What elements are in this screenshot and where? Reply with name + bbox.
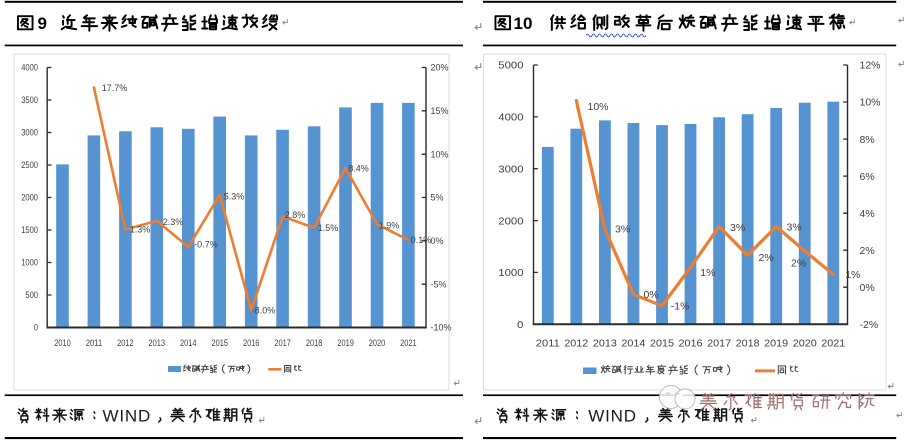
svg-text:-8.0%: -8.0% [252,305,276,315]
svg-text:2.3%: 2.3% [163,217,184,227]
svg-text:3500: 3500 [21,95,38,105]
svg-text:0: 0 [34,323,38,333]
svg-text:2011: 2011 [86,338,103,348]
svg-text:0: 0 [517,319,523,331]
svg-text:2020: 2020 [793,338,817,350]
svg-text:-0.7%: -0.7% [194,240,218,250]
svg-text:2000: 2000 [498,215,523,227]
svg-text:2%: 2% [791,258,806,270]
svg-text:2018: 2018 [736,338,760,350]
svg-text:10: 10 [514,14,533,33]
svg-text:12%: 12% [860,60,881,72]
svg-text:2013: 2013 [593,338,617,350]
svg-text:10%: 10% [431,149,449,159]
svg-text:2000: 2000 [21,193,38,203]
svg-text:5000: 5000 [498,60,523,72]
svg-text:WIND: WIND [103,406,152,425]
svg-text:2012: 2012 [564,338,588,350]
svg-text:1%: 1% [845,269,860,281]
svg-text:20%: 20% [431,63,449,73]
svg-text:1.5%: 1.5% [318,223,339,233]
svg-text:17.7%: 17.7% [102,83,128,93]
svg-text:2017: 2017 [274,338,291,348]
svg-text:500: 500 [25,290,38,300]
svg-text:2021: 2021 [400,338,417,348]
svg-text:0%: 0% [431,236,444,246]
svg-text:2%: 2% [759,252,774,264]
svg-text:2012: 2012 [117,338,134,348]
svg-text:-10%: -10% [431,323,452,333]
svg-text:0.1%: 0.1% [411,235,432,245]
svg-text:4%: 4% [860,208,875,220]
svg-text:3000: 3000 [498,163,523,175]
svg-text:2015: 2015 [650,338,674,350]
svg-text:1%: 1% [700,267,715,279]
svg-text:5.3%: 5.3% [224,191,245,201]
svg-text:2015: 2015 [212,338,229,348]
svg-text:-5%: -5% [431,279,447,289]
svg-text:2017: 2017 [707,338,731,350]
svg-text:5%: 5% [431,193,444,203]
svg-text:1.3%: 1.3% [130,224,151,234]
svg-text:10%: 10% [588,101,609,113]
svg-text:3000: 3000 [21,128,38,138]
svg-text:15%: 15% [431,106,449,116]
svg-text:8.4%: 8.4% [348,163,369,173]
svg-text:4000: 4000 [498,112,523,124]
svg-text:2%: 2% [860,245,875,257]
svg-text:4000: 4000 [21,63,38,73]
svg-text:1.9%: 1.9% [379,221,400,231]
svg-text:2.8%: 2.8% [285,210,306,220]
svg-text:2010: 2010 [54,338,71,348]
svg-text:3%: 3% [615,224,630,236]
svg-text:2019: 2019 [764,338,788,350]
svg-text:1000: 1000 [498,267,523,279]
svg-text:2011: 2011 [536,338,560,350]
svg-text:2019: 2019 [337,338,354,348]
svg-text:0%: 0% [860,282,875,294]
svg-text:2014: 2014 [180,338,197,348]
svg-text:8%: 8% [860,134,875,146]
svg-text:3%: 3% [730,222,745,234]
svg-text:2021: 2021 [821,338,845,350]
svg-text:2500: 2500 [21,160,38,170]
svg-text:1000: 1000 [21,258,38,268]
svg-text:2020: 2020 [369,338,386,348]
svg-text:-1%: -1% [671,300,690,312]
svg-text:1500: 1500 [21,225,38,235]
svg-text:2018: 2018 [306,338,323,348]
svg-text:6%: 6% [860,171,875,183]
svg-text:3%: 3% [787,221,802,233]
svg-text:2016: 2016 [243,338,260,348]
svg-text:2016: 2016 [679,338,703,350]
svg-text:10%: 10% [860,97,881,109]
svg-text:-2%: -2% [860,319,879,331]
svg-text:2013: 2013 [149,338,166,348]
svg-text:9: 9 [38,14,47,33]
svg-text:2014: 2014 [621,338,645,350]
svg-text:0%: 0% [644,289,659,301]
svg-text:WIND: WIND [588,406,637,425]
